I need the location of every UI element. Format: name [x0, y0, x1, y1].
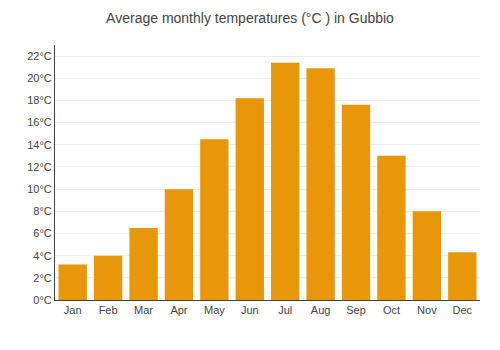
svg-text:May: May	[204, 304, 225, 316]
svg-text:Jul: Jul	[278, 304, 292, 316]
svg-text:Apr: Apr	[170, 304, 187, 316]
svg-text:0°C: 0°C	[33, 294, 52, 306]
svg-text:18°C: 18°C	[27, 94, 52, 106]
svg-text:20°C: 20°C	[27, 72, 52, 84]
svg-text:8°C: 8°C	[33, 205, 52, 217]
svg-text:Jan: Jan	[64, 304, 82, 316]
svg-text:Dec: Dec	[453, 304, 473, 316]
svg-text:6°C: 6°C	[33, 227, 52, 239]
svg-text:16°C: 16°C	[27, 116, 52, 128]
svg-text:4°C: 4°C	[33, 250, 52, 262]
svg-text:Mar: Mar	[134, 304, 153, 316]
svg-text:Oct: Oct	[383, 304, 400, 316]
svg-text:10°C: 10°C	[27, 183, 52, 195]
svg-text:Average monthly temperatures (: Average monthly temperatures (°C ) in Gu…	[106, 10, 394, 26]
svg-text:Feb: Feb	[99, 304, 118, 316]
svg-text:12°C: 12°C	[27, 161, 52, 173]
svg-text:22°C: 22°C	[27, 50, 52, 62]
svg-text:14°C: 14°C	[27, 139, 52, 151]
svg-text:Aug: Aug	[311, 304, 331, 316]
svg-text:2°C: 2°C	[33, 272, 52, 284]
svg-text:Sep: Sep	[346, 304, 366, 316]
svg-text:Nov: Nov	[417, 304, 437, 316]
svg-text:Jun: Jun	[241, 304, 259, 316]
